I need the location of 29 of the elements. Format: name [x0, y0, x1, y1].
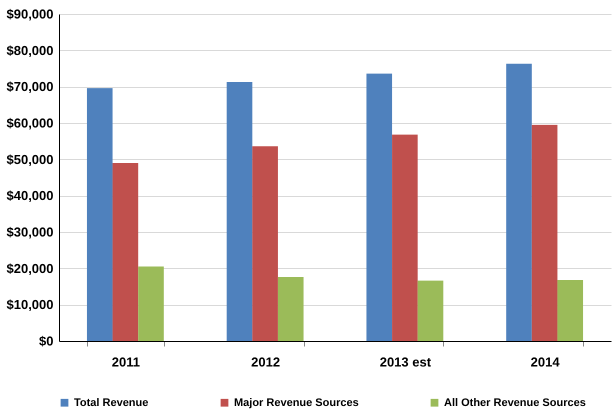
- legend-label: Major Revenue Sources: [234, 396, 359, 409]
- bar: [532, 124, 558, 341]
- y-tick-label: $30,000: [6, 224, 54, 240]
- y-tick-label: $50,000: [6, 152, 54, 167]
- y-tick-label: $90,000: [6, 6, 54, 22]
- y-tick-label: $40,000: [6, 188, 54, 204]
- y-tick-label: $70,000: [6, 79, 54, 94]
- legend-label: All Other Revenue Sources: [444, 396, 586, 409]
- bar: [557, 280, 584, 341]
- y-tick-label: $0: [39, 334, 54, 348]
- bar: [226, 82, 252, 341]
- bar: [252, 146, 278, 341]
- x-tick-label: 2011: [112, 354, 140, 370]
- bar: [138, 266, 164, 341]
- bar: [278, 277, 304, 341]
- bar: [112, 162, 138, 341]
- x-tick-label: 2014: [530, 354, 560, 370]
- legend-label: Total Revenue: [74, 396, 148, 409]
- y-tick-label: $20,000: [6, 260, 54, 276]
- bar: [366, 74, 392, 341]
- x-tick-label: 2013 est: [380, 354, 432, 370]
- y-tick-label: $10,000: [6, 297, 54, 312]
- y-tick-label: $60,000: [6, 116, 54, 130]
- bar: [418, 280, 444, 341]
- y-tick-label: $80,000: [6, 42, 54, 58]
- bar: [506, 64, 532, 341]
- x-tick-label: 2012: [251, 354, 280, 370]
- bar: [392, 134, 418, 341]
- bar: [86, 88, 113, 341]
